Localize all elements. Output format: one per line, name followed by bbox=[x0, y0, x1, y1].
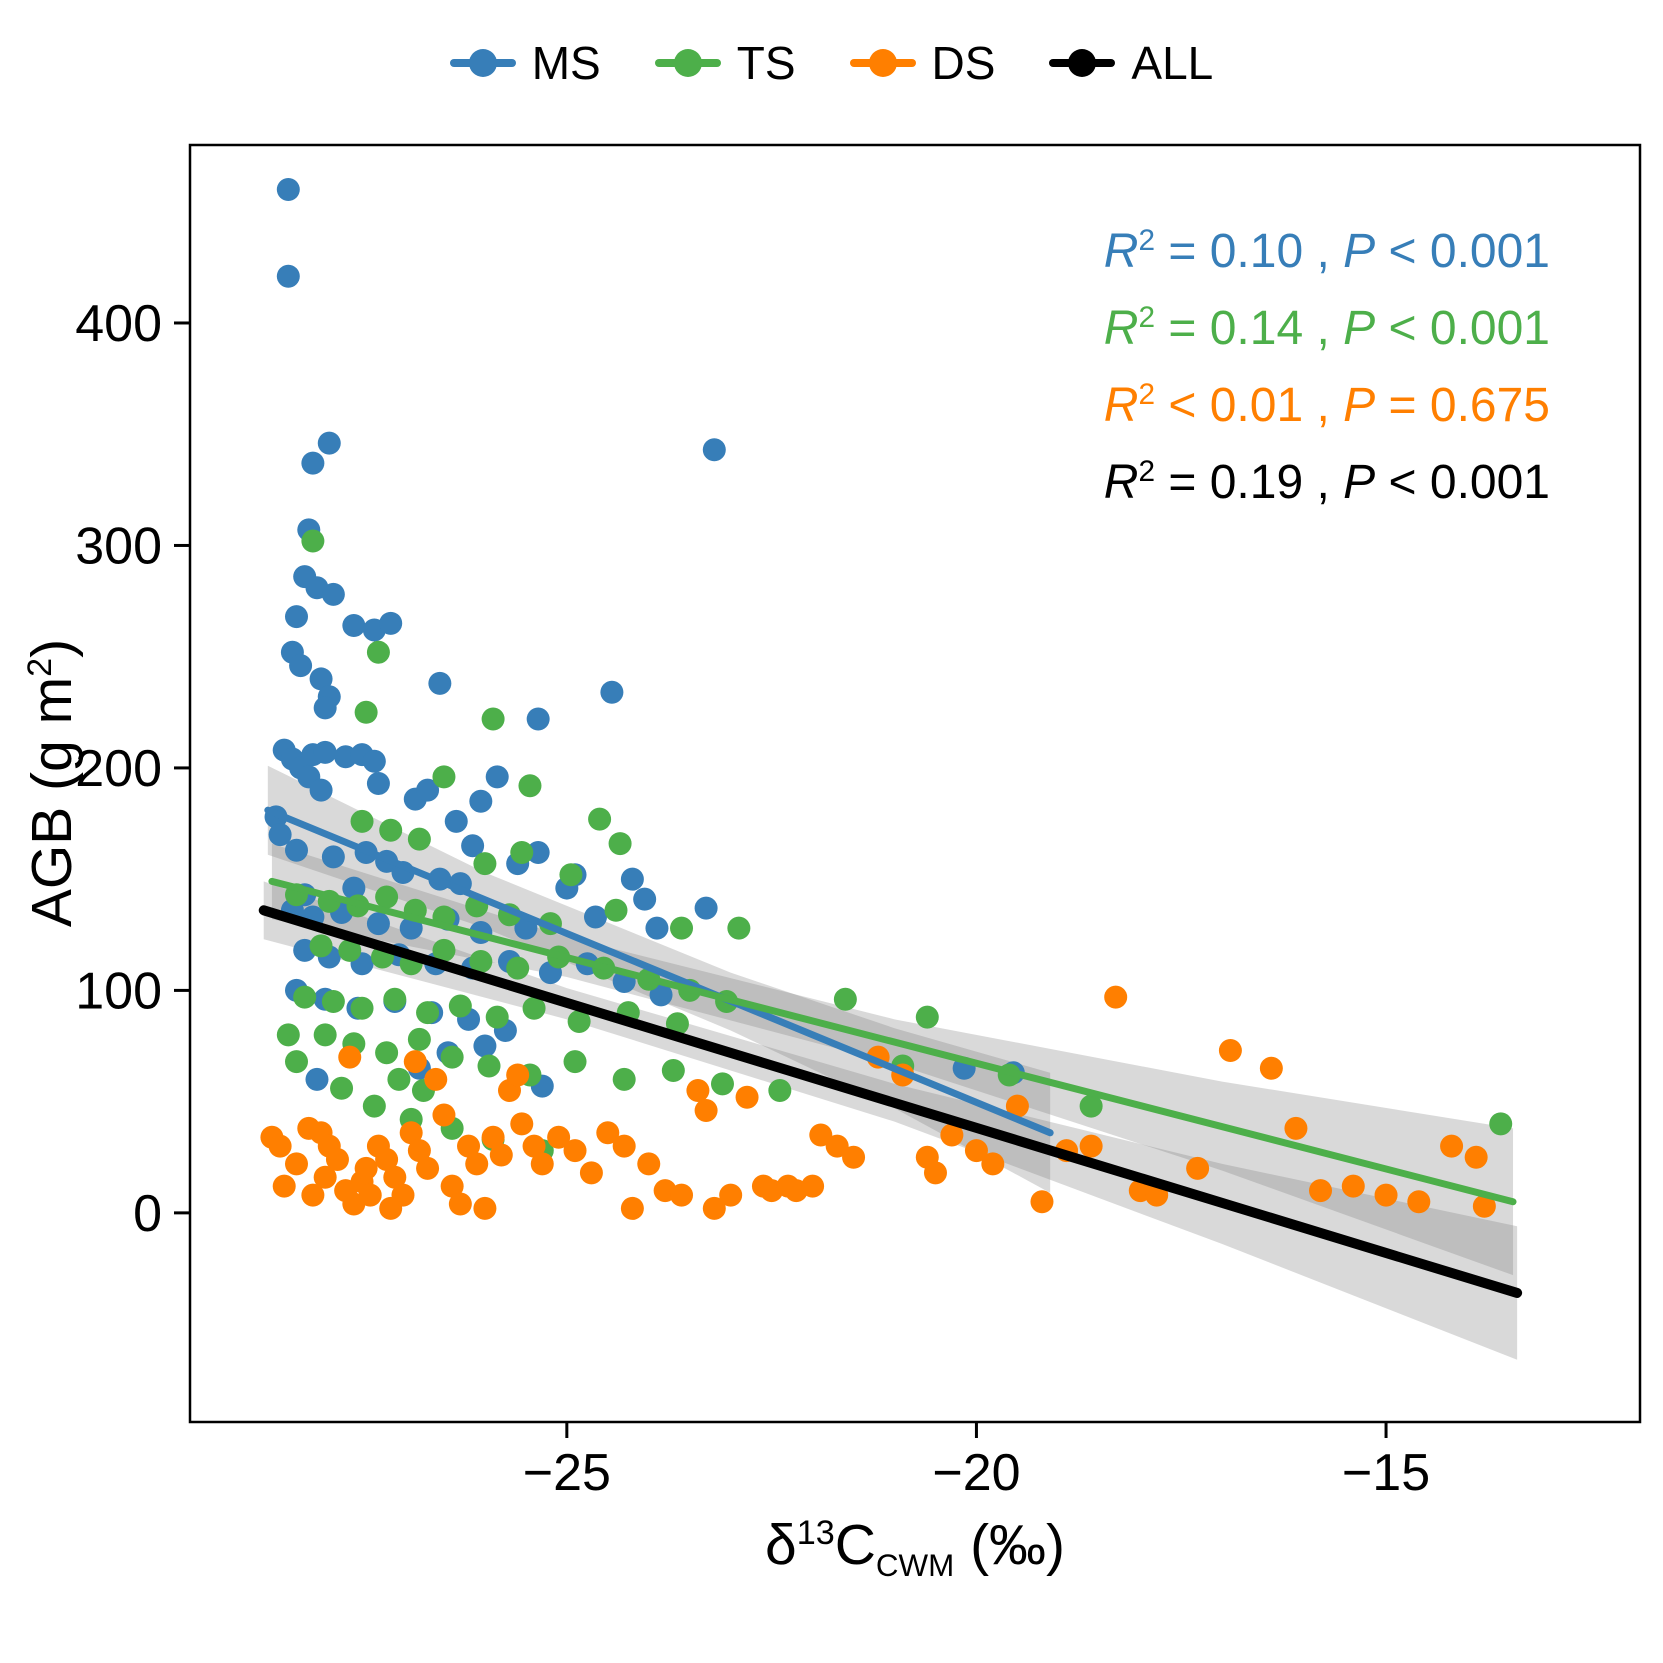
legend-item-all: ALL bbox=[1049, 36, 1213, 90]
annotation-ms: R2 = 0.10 , P < 0.001 bbox=[1103, 224, 1550, 278]
y-tick-label: 400 bbox=[75, 295, 162, 353]
legend-label-ds: DS bbox=[931, 37, 996, 89]
stats-annotations: R2 = 0.10 , P < 0.001 R2 = 0.14 , P < 0.… bbox=[1104, 208, 1550, 516]
annotation-all: R2 = 0.19 , P < 0.001 bbox=[1103, 455, 1550, 509]
x-axis: −25 −20 −15 bbox=[523, 1422, 1430, 1502]
legend-dot-icon bbox=[468, 49, 497, 77]
legend-item-ms: MS bbox=[449, 36, 601, 90]
y-tick-label: 100 bbox=[75, 962, 162, 1020]
legend-item-ds: DS bbox=[849, 36, 996, 90]
points-ds bbox=[260, 985, 1496, 1220]
y-tick-label: 300 bbox=[75, 517, 162, 575]
legend-dot-icon bbox=[868, 49, 897, 77]
x-tick-label: −20 bbox=[932, 1444, 1020, 1502]
chart-legend: MS TS DS ALL bbox=[0, 36, 1663, 90]
legend-label-all: ALL bbox=[1131, 37, 1214, 89]
legend-label-ms: MS bbox=[531, 37, 601, 89]
legend-marker-ts bbox=[654, 48, 721, 78]
annotation-ds: R2 < 0.01 , P = 0.675 bbox=[1103, 378, 1550, 432]
x-tick-label: −15 bbox=[1342, 1444, 1430, 1502]
regression-line-all bbox=[258, 905, 1523, 1298]
legend-marker-ms bbox=[449, 48, 516, 78]
legend-label-ts: TS bbox=[736, 37, 796, 89]
x-axis-title: δ13CCWM (‰) bbox=[764, 1512, 1066, 1584]
points-ts bbox=[276, 529, 1513, 1163]
y-axis: 0 100 200 300 400 bbox=[75, 295, 190, 1243]
y-tick-label: 0 bbox=[133, 1185, 162, 1243]
ci-band-ts bbox=[271, 843, 1514, 1276]
legend-marker-all bbox=[1049, 48, 1116, 78]
annotation-ts: R2 = 0.14 , P < 0.001 bbox=[1103, 301, 1550, 355]
legend-marker-ds bbox=[849, 48, 916, 78]
legend-item-ts: TS bbox=[654, 36, 796, 90]
legend-dot-icon bbox=[1068, 49, 1097, 77]
legend-dot-icon bbox=[673, 49, 702, 77]
y-tick-label: 200 bbox=[75, 740, 162, 798]
regression-line-ms bbox=[264, 806, 1054, 1137]
x-tick-label: −25 bbox=[523, 1444, 611, 1502]
regression-line-ts bbox=[268, 877, 1517, 1206]
y-axis-title: AGB (g m2) bbox=[20, 638, 84, 928]
